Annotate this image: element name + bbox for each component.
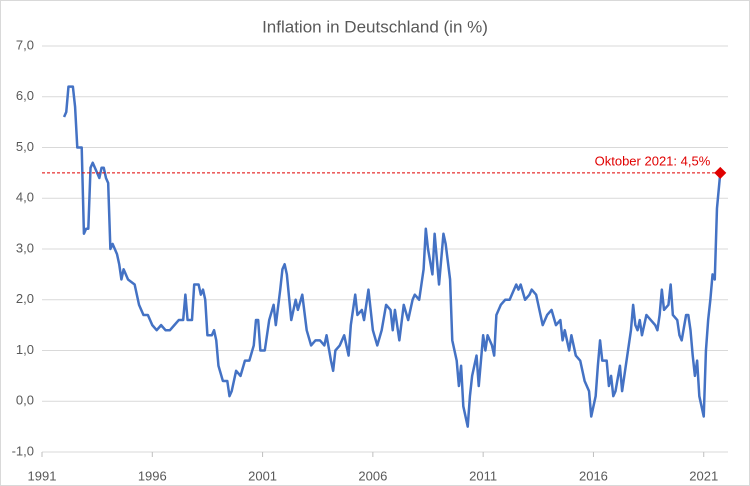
y-tick-label: 2,0 <box>16 291 34 306</box>
chart-title: Inflation in Deutschland (in %) <box>262 17 488 36</box>
annotation-label: Oktober 2021: 4,5% <box>595 153 711 168</box>
x-tick-label: 2011 <box>469 468 497 483</box>
y-tick-label: 6,0 <box>16 88 34 103</box>
x-tick-label: 2021 <box>689 468 718 483</box>
x-tick-label: 2006 <box>358 468 387 483</box>
y-tick-label: 7,0 <box>16 37 34 52</box>
x-tick-label: 2016 <box>579 468 608 483</box>
y-tick-label: 4,0 <box>16 190 34 205</box>
y-tick-label: 0,0 <box>16 393 34 408</box>
x-tick-label: 1991 <box>28 468 57 483</box>
y-tick-label: 5,0 <box>16 139 34 154</box>
annotation-marker <box>714 166 727 179</box>
line-series <box>62 85 722 428</box>
y-tick-label: 3,0 <box>16 240 34 255</box>
y-tick-label: 1,0 <box>16 342 34 357</box>
x-tick-label: 1996 <box>138 468 167 483</box>
x-tick-label: 2001 <box>248 468 277 483</box>
y-tick-label: -1,0 <box>12 443 34 458</box>
